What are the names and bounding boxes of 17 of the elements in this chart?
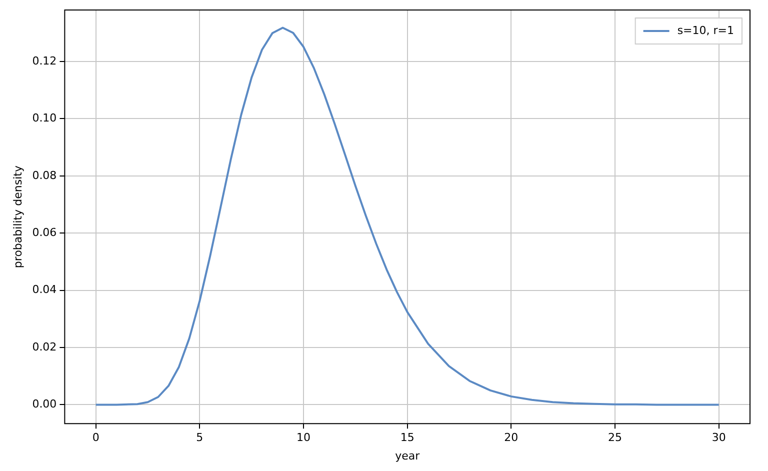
y-tick-label: 0.00 [32, 398, 57, 411]
x-tick-label: 5 [196, 431, 204, 444]
y-tick-label: 0.12 [32, 54, 57, 68]
y-tick-label: 0.06 [32, 226, 57, 239]
x-tick-label: 10 [296, 431, 311, 444]
y-tick-label: 0.10 [32, 112, 57, 125]
legend-label: s=10, r=1 [677, 24, 734, 37]
y-tick-label: 0.08 [32, 168, 57, 182]
y-axis-title: probability density [11, 165, 24, 268]
x-tick-label: 30 [712, 431, 726, 444]
x-tick-label: 0 [92, 431, 100, 444]
y-tick-label: 0.02 [32, 340, 57, 354]
x-tick-label: 25 [608, 431, 622, 444]
y-tick-label: 0.04 [32, 283, 57, 296]
x-axis-title: year [395, 449, 420, 462]
x-tick-label: 15 [400, 431, 414, 444]
x-tick-label: 20 [504, 431, 518, 444]
